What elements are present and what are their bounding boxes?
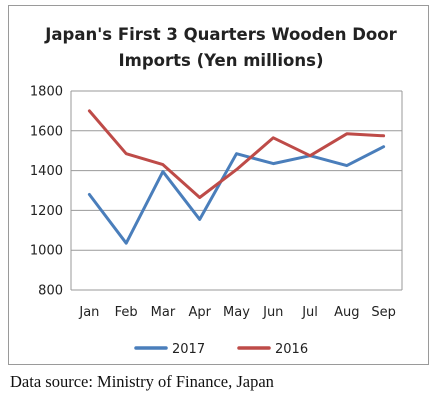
x-tick-label: May [223,305,250,320]
x-tick-label: Mar [151,305,176,320]
series-lines [87,109,386,245]
y-tick-label: 1000 [30,244,63,259]
y-axis-ticks: 1800 1600 1400 1200 1000 800 [30,85,63,299]
series-line-2017 [87,145,386,245]
chart-title-line-2: Imports (Yen millions) [119,51,324,70]
y-tick-label: 1400 [30,164,63,179]
source-note: Data source: Ministry of Finance, Japan [10,372,274,391]
x-tick-label: Sep [371,305,396,320]
legend-label-2016: 2016 [275,342,308,357]
x-axis-ticks: Jan Feb Mar Apr May Jun Jul Aug Sep [78,305,396,320]
y-tick-label: 800 [38,284,63,299]
series-line-2016 [87,109,386,199]
x-tick-label: Jun [262,305,283,320]
line-chart: Japan's First 3 Quarters Wooden Door Imp… [30,25,403,357]
legend: 2017 2016 [134,342,308,357]
x-tick-label: Apr [188,305,211,320]
chart-frame: Japan's First 3 Quarters Wooden Door Imp… [8,5,429,365]
x-tick-label: Aug [334,305,359,320]
y-tick-label: 1600 [30,124,63,139]
y-tick-label: 1200 [30,204,63,219]
grid-lines [70,90,403,291]
y-tick-label: 1800 [30,85,63,100]
x-tick-label: Jan [78,305,99,320]
x-tick-label: Jul [301,305,318,320]
chart-title-line-1: Japan's First 3 Quarters Wooden Door [44,25,397,44]
x-tick-label: Feb [115,305,138,320]
legend-label-2017: 2017 [172,342,205,357]
